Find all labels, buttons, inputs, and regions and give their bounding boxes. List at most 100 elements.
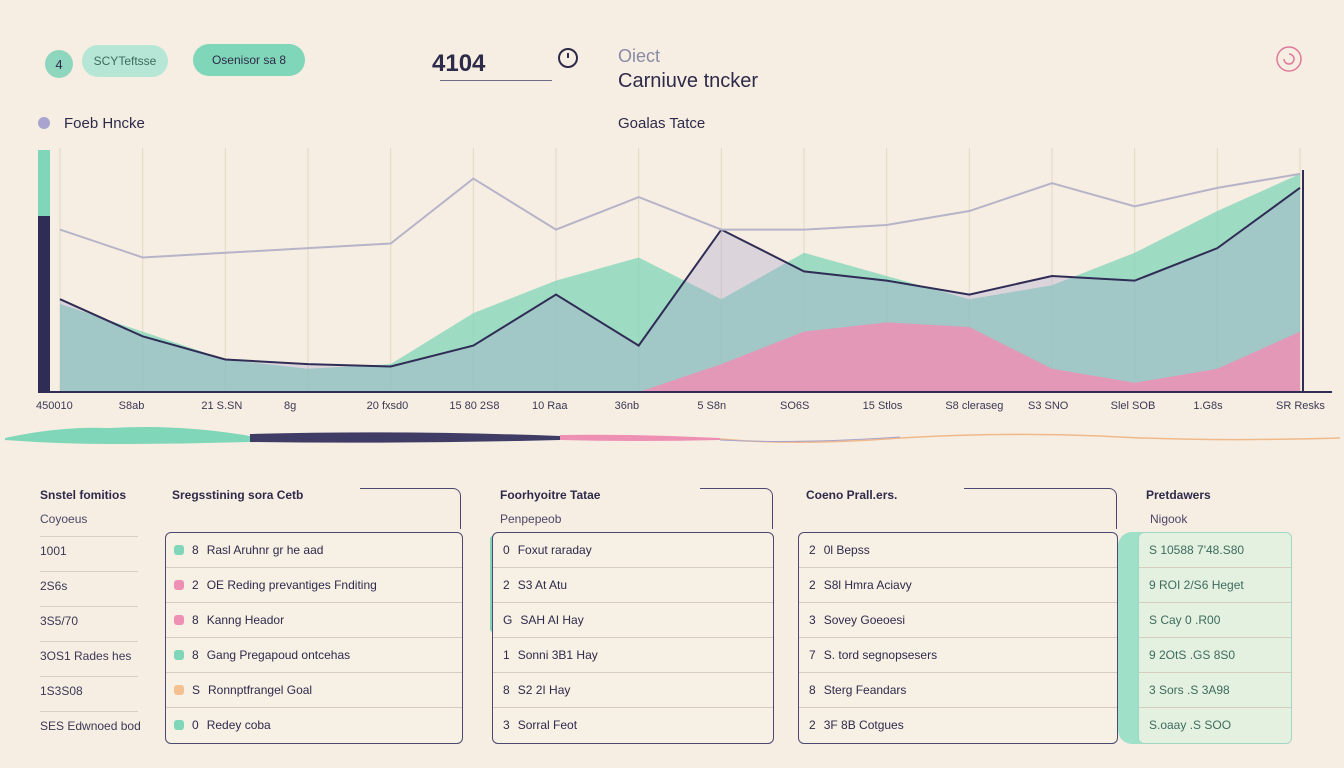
table-row[interactable]: 3 Sovey Goeoesi [799,603,1117,638]
area-chart [38,148,1332,393]
row-label: Rasl Aruhnr gr he aad [206,543,324,557]
panel4: S 10588 7'48.S80 9 ROI 2/S6 Heget S Cay 0 … [1138,532,1292,744]
row-number: 7 [809,648,816,662]
table-row[interactable]: 7 S. tord segnopsesers [799,638,1117,673]
col0-rule [40,606,138,607]
legend-dot-icon [38,117,50,129]
row-label: Foxut raraday [517,543,592,557]
series-line-gray-line [59,172,1301,259]
x-tick-label: 20 fxsd0 [366,400,409,412]
panel2-header: Foorhyoitre Tatae [500,488,601,502]
timeline-strip[interactable] [0,418,1344,452]
x-tick-label: Slel SOB [1110,400,1156,412]
col0-subheader: Coyoeus [40,512,88,526]
col0-value: 3S5/70 [40,614,79,628]
panel3-header: Coeno Prall.ers. [806,488,898,502]
x-tick-label: 5 S8n [697,400,727,412]
row-label: Kanng Heador [206,613,285,627]
row-label: Ronnptfrangel Goal [208,683,313,697]
table-row[interactable]: 0 Redey coba [166,708,462,742]
table-row[interactable]: S 10588 7'48.S80 [1139,533,1291,568]
back-circle-button[interactable]: 4 [45,50,73,78]
col0-value: 1001 [40,544,67,558]
row-number: G [503,613,513,627]
x-tick-label: 21 S.SN [201,400,243,412]
row-color-icon [174,720,184,730]
table-row[interactable]: 2 OE Reding prevantiges Fnditing [166,568,462,603]
row-value: S 10588 7'48.S80 [1149,543,1245,557]
table-row[interactable]: 2 3F 8B Cotgues [799,708,1117,742]
row-color-icon [174,685,184,695]
col0-rule [40,711,138,712]
row-number: 8 [192,613,199,627]
row-number: 2 [809,578,816,592]
row-label: Sterg Feandars [823,683,907,697]
table-row[interactable]: 8 Kanng Heador [166,603,462,638]
table-row[interactable]: 0 Foxut raraday [493,533,773,568]
row-value: 9 2OtS .GS 8S0 [1149,648,1236,662]
row-label: Sonni 3B1 Hay [517,648,598,662]
table-row[interactable]: G SAH AI Hay [493,603,773,638]
series-area-mint-area [60,173,1300,392]
row-label: Redey coba [206,718,271,732]
panel4-subheader: Nigook [1150,512,1188,526]
table-row[interactable]: 2 0l Bepss [799,533,1117,568]
table-row[interactable]: S.oaay .S SOO [1139,708,1291,742]
row-label: S3 At Atu [517,578,568,592]
x-tick-label: S3 SNO [1028,400,1069,412]
left-chart-title: Foeb Hncke [64,115,145,132]
x-tick-label: 450010 [36,400,73,412]
table-row[interactable]: 2 S8l Hmra Aciavy [799,568,1117,603]
x-tick-label: 10 Raa [532,400,568,412]
row-number: 2 [809,543,816,557]
col0-value: 2S6s [40,579,68,593]
col0-header: Snstel fomitios [40,488,127,502]
table-row[interactable]: 8 Sterg Feandars [799,673,1117,708]
value-underline [440,80,552,81]
row-label: Sovey Goeoesi [823,613,906,627]
row-label: SAH AI Hay [520,613,584,627]
row-color-icon [174,615,184,625]
x-tick-label: 1.G8s [1193,400,1223,412]
x-tick-label: 15 Stlos [862,400,903,412]
x-tick-label: 36nb [614,400,640,412]
row-number: 1 [503,648,510,662]
table-row[interactable]: 9 2OtS .GS 8S0 [1139,638,1291,673]
col0-value: SES Edwnoed bod [40,719,141,733]
row-number: 0 [503,543,510,557]
x-tick-label: SO6S [780,400,810,412]
y-axis-bar-dark [38,216,50,392]
row-number: 2 [503,578,510,592]
row-number: 2 [809,718,816,732]
row-value: S.oaay .S SOO [1149,718,1232,732]
table-row[interactable]: 8 S2 2I Hay [493,673,773,708]
row-color-icon [174,545,184,555]
table-row[interactable]: 3 Sors .S 3A98 [1139,673,1291,708]
row-number: 8 [192,543,199,557]
table-row[interactable]: 8 Rasl Aruhnr gr he aad [166,533,462,568]
row-label: S. tord segnopsesers [823,648,938,662]
row-number: 8 [192,648,199,662]
panel2-subheader: Penpepeob [500,512,562,526]
table-row[interactable]: S Cay 0 .R00 [1139,603,1291,638]
x-tick-label: 8g [284,400,297,412]
secondary-pill-button[interactable]: SCYTeftsse [82,45,168,77]
row-label: 3F 8B Cotgues [823,718,904,732]
table-row[interactable]: 8 Gang Pregapoud ontcehas [166,638,462,673]
timer-icon[interactable] [556,46,580,70]
table-row[interactable]: 9 ROI 2/S6 Heget [1139,568,1291,603]
page-subtitle: Oiect [618,46,661,66]
profile-icon[interactable] [1274,44,1304,74]
table-row[interactable]: 2 S3 At Atu [493,568,773,603]
table-row[interactable]: 3 Sorral Feot [493,708,773,742]
primary-pill-button[interactable]: Osenisor sa 8 [193,44,305,76]
x-tick-label: SR Resks [1276,400,1325,412]
panel2-bracket [700,488,773,529]
table-row[interactable]: 1 Sonni 3B1 Hay [493,638,773,673]
x-tick-label: S8ab [118,400,145,412]
col0-rule [40,536,138,537]
table-row[interactable]: S Ronnptfrangel Goal [166,673,462,708]
row-value: 3 Sors .S 3A98 [1149,683,1230,697]
page-title: Carniuve tncker [618,70,759,92]
col0-value: 1S3S08 [40,684,83,698]
